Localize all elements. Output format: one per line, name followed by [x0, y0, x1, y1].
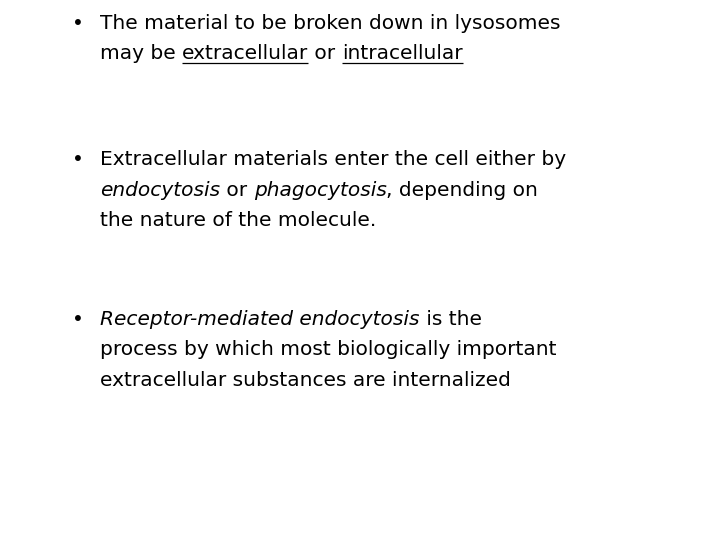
- Text: •: •: [72, 150, 84, 169]
- Text: or: or: [220, 180, 253, 200]
- Text: The material to be broken down in lysosomes: The material to be broken down in lysoso…: [100, 14, 560, 33]
- Text: phagocytosis: phagocytosis: [253, 180, 387, 200]
- Text: extracellular: extracellular: [182, 44, 308, 63]
- Text: Receptor-mediated endocytosis: Receptor-mediated endocytosis: [100, 310, 420, 329]
- Text: process by which most biologically important: process by which most biologically impor…: [100, 340, 557, 359]
- Text: extracellular substances are internalized: extracellular substances are internalize…: [100, 371, 511, 390]
- Text: or: or: [308, 44, 342, 63]
- Text: endocytosis: endocytosis: [100, 180, 220, 200]
- Text: is the: is the: [420, 310, 482, 329]
- Text: may be: may be: [100, 44, 182, 63]
- Text: •: •: [72, 14, 84, 33]
- Text: the nature of the molecule.: the nature of the molecule.: [100, 211, 377, 230]
- Text: Extracellular materials enter the cell either by: Extracellular materials enter the cell e…: [100, 150, 566, 169]
- Text: •: •: [72, 310, 84, 329]
- Text: intracellular: intracellular: [342, 44, 462, 63]
- Text: , depending on: , depending on: [387, 180, 539, 200]
